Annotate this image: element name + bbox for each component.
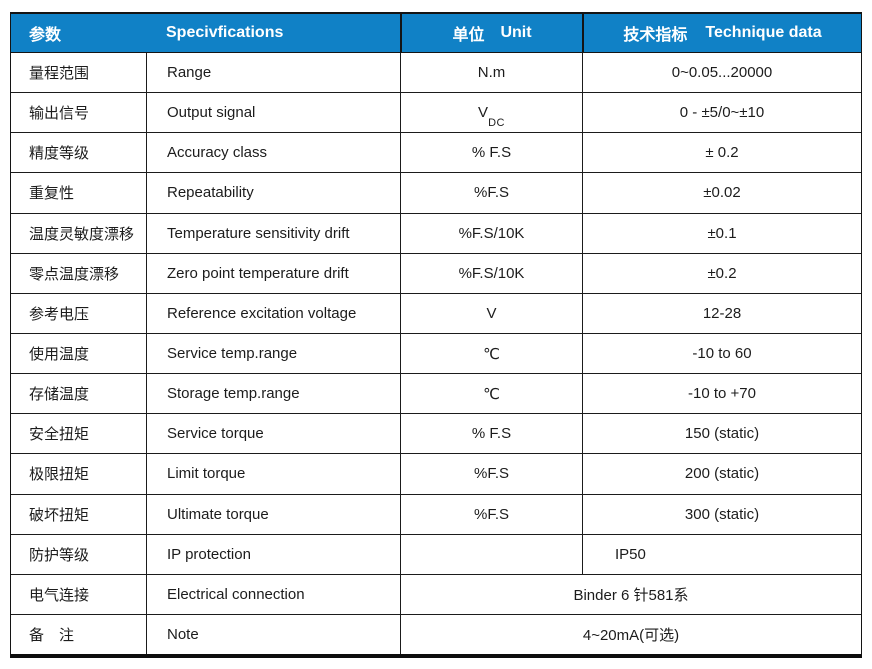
merged-value-cell: 4~20mA(可选) xyxy=(400,614,861,655)
table-row: 输出信号 Output signal V DC 0 - ±5/0~±10 xyxy=(11,93,861,134)
unit-cell: %F.S xyxy=(400,173,582,213)
parameter-name-en: Temperature sensitivity drift xyxy=(146,213,400,253)
table-row: 重复性 Repeatability %F.S ±0.02 xyxy=(11,173,861,214)
technique-data-cell: IP50 xyxy=(582,534,861,574)
table-row: 电气连接 Electrical connection Binder 6 针581系 xyxy=(11,574,861,615)
unit-cell: %F.S xyxy=(400,494,582,534)
parameter-name-en: Ultimate torque xyxy=(146,494,400,534)
table-row: 存储温度 Storage temp.range ℃ -10 to +70 xyxy=(11,374,861,415)
table-header-row: 参数 Specivfications 单位 Unit 技术指标 Techniqu… xyxy=(11,14,861,53)
unit-cell: %F.S/10K xyxy=(400,253,582,293)
unit-cell: ℃ xyxy=(400,374,582,414)
technique-data-cell: -10 to +70 xyxy=(582,374,861,414)
unit-cell: N.m xyxy=(400,53,582,93)
table-row: 安全扭矩 Service torque% F.S 150 (static) xyxy=(11,414,861,455)
technique-data-cell: 300 (static) xyxy=(582,494,861,534)
unit-cell: ℃ xyxy=(400,333,582,374)
parameter-name-cn: 温度灵敏度漂移 xyxy=(29,225,135,243)
parameter-name-cn: 量程范围 xyxy=(29,65,90,83)
parameter-name-en: Electrical connection xyxy=(146,574,400,614)
technique-data-cell: ± 0.2 xyxy=(582,133,861,173)
technique-data-cell: 150 (static) xyxy=(582,414,861,454)
unit-cell: %F.S/10K xyxy=(400,213,582,253)
table-row: 参考电压 Reference excitation voltage V 12-28 xyxy=(11,293,861,334)
header-unit-en: Unit xyxy=(500,24,532,41)
parameter-name-cn: 破坏扭矩 xyxy=(29,506,90,524)
technique-data-cell: 12-28 xyxy=(582,293,861,333)
technique-data-cell: ±0.2 xyxy=(582,253,861,293)
parameter-name-en: Reference excitation voltage xyxy=(146,293,400,333)
unit-base: V xyxy=(478,104,489,122)
unit-cell: %F.S xyxy=(400,454,582,494)
technique-data-cell: 0~0.05...20000 xyxy=(582,53,861,93)
header-parameter-cn: 参数 xyxy=(29,27,62,44)
parameter-name-cn: 安全扭矩 xyxy=(29,426,90,444)
parameter-name-en: Accuracy class xyxy=(146,133,400,173)
table-row: 零点温度漂移 Zero point temperature drift %F.S/1… xyxy=(11,253,861,294)
parameter-name-cn: 使用温度 xyxy=(29,346,90,364)
parameter-name-cn: 极限扭矩 xyxy=(29,466,90,484)
parameter-name-cn: 重复性 xyxy=(29,185,75,203)
parameter-name-en: Service temp.range xyxy=(146,333,400,374)
technique-data-cell: 200 (static) xyxy=(582,454,861,494)
parameter-name-en: Service torque xyxy=(146,414,400,454)
parameter-name-cn: 精度等级 xyxy=(29,145,90,163)
unit-cell: V DC xyxy=(400,93,582,133)
table-body: 量程范围 Range N.m 0~0.05...20000 输出信号 Output sig… xyxy=(11,53,861,655)
parameter-name-en: Zero point temperature drift xyxy=(146,253,400,293)
parameter-name-cn: 电气连接 xyxy=(29,586,90,604)
header-technique-en: Technique data xyxy=(705,24,822,41)
parameter-name-en: Output signal xyxy=(146,93,400,133)
parameter-name-en: Repeatability xyxy=(146,173,400,213)
unit-cell: % F.S xyxy=(400,414,582,454)
table-row: 备 注 Note 4~20mA(可选) xyxy=(11,614,861,655)
parameter-name-en: Range xyxy=(146,53,400,93)
parameter-name-en: Limit torque xyxy=(146,454,400,494)
header-cell-parameter: 参数 xyxy=(11,14,146,52)
parameter-name-en: Storage temp.range xyxy=(146,374,400,414)
table-row: 防护等级 IP protection IP50 xyxy=(11,534,861,575)
unit-cell: V xyxy=(400,293,582,333)
technique-data-cell: 0 - ±5/0~±10 xyxy=(582,93,861,133)
header-technique-cn: 技术指标 xyxy=(623,27,688,44)
header-cell-technique-data: 技术指标 Technique data xyxy=(582,14,861,52)
unit-cell xyxy=(400,534,582,574)
parameter-name-en: Note xyxy=(146,614,400,655)
header-cell-specifications: Specivfications xyxy=(146,14,400,52)
table-row: 极限扭矩 Limit torque %F.S 200 (static) xyxy=(11,454,861,495)
parameter-name-cn: 零点温度漂移 xyxy=(29,265,120,283)
parameter-name-cn: 输出信号 xyxy=(29,105,90,123)
parameter-name-cn: 参考电压 xyxy=(29,305,90,323)
table-row: 使用温度 Service temp.range ℃ -10 to 60 xyxy=(11,333,861,375)
table-row: 破坏扭矩 Ultimate torque %F.S 300 (static) xyxy=(11,494,861,535)
unit-cell: % F.S xyxy=(400,133,582,173)
table-row: 温度灵敏度漂移 Temperature sensitivity drift %F.S… xyxy=(11,213,861,254)
parameter-name-cn: 存储温度 xyxy=(29,386,90,404)
parameter-name-cn: 备 注 xyxy=(29,627,75,645)
technique-data-cell: ±0.1 xyxy=(582,213,861,253)
technique-data-cell: -10 to 60 xyxy=(582,333,861,374)
technique-data-cell: ±0.02 xyxy=(582,173,861,213)
parameter-name-cn: 防护等级 xyxy=(29,546,90,564)
table-row: 精度等级 Accuracy class% F.S ± 0.2 xyxy=(11,133,861,174)
header-unit-cn: 单位 xyxy=(452,27,485,44)
header-cell-unit: 单位 Unit xyxy=(400,14,582,52)
unit-subscript: DC xyxy=(488,117,505,130)
parameter-name-en: IP protection xyxy=(146,534,400,574)
specification-table: 参数 Specivfications 单位 Unit 技术指标 Techniqu… xyxy=(10,12,862,658)
header-specifications-en: Specivfications xyxy=(166,24,284,41)
table-row: 量程范围 Range N.m 0~0.05...20000 xyxy=(11,53,861,94)
merged-value-cell: Binder 6 针581系 xyxy=(400,574,861,614)
